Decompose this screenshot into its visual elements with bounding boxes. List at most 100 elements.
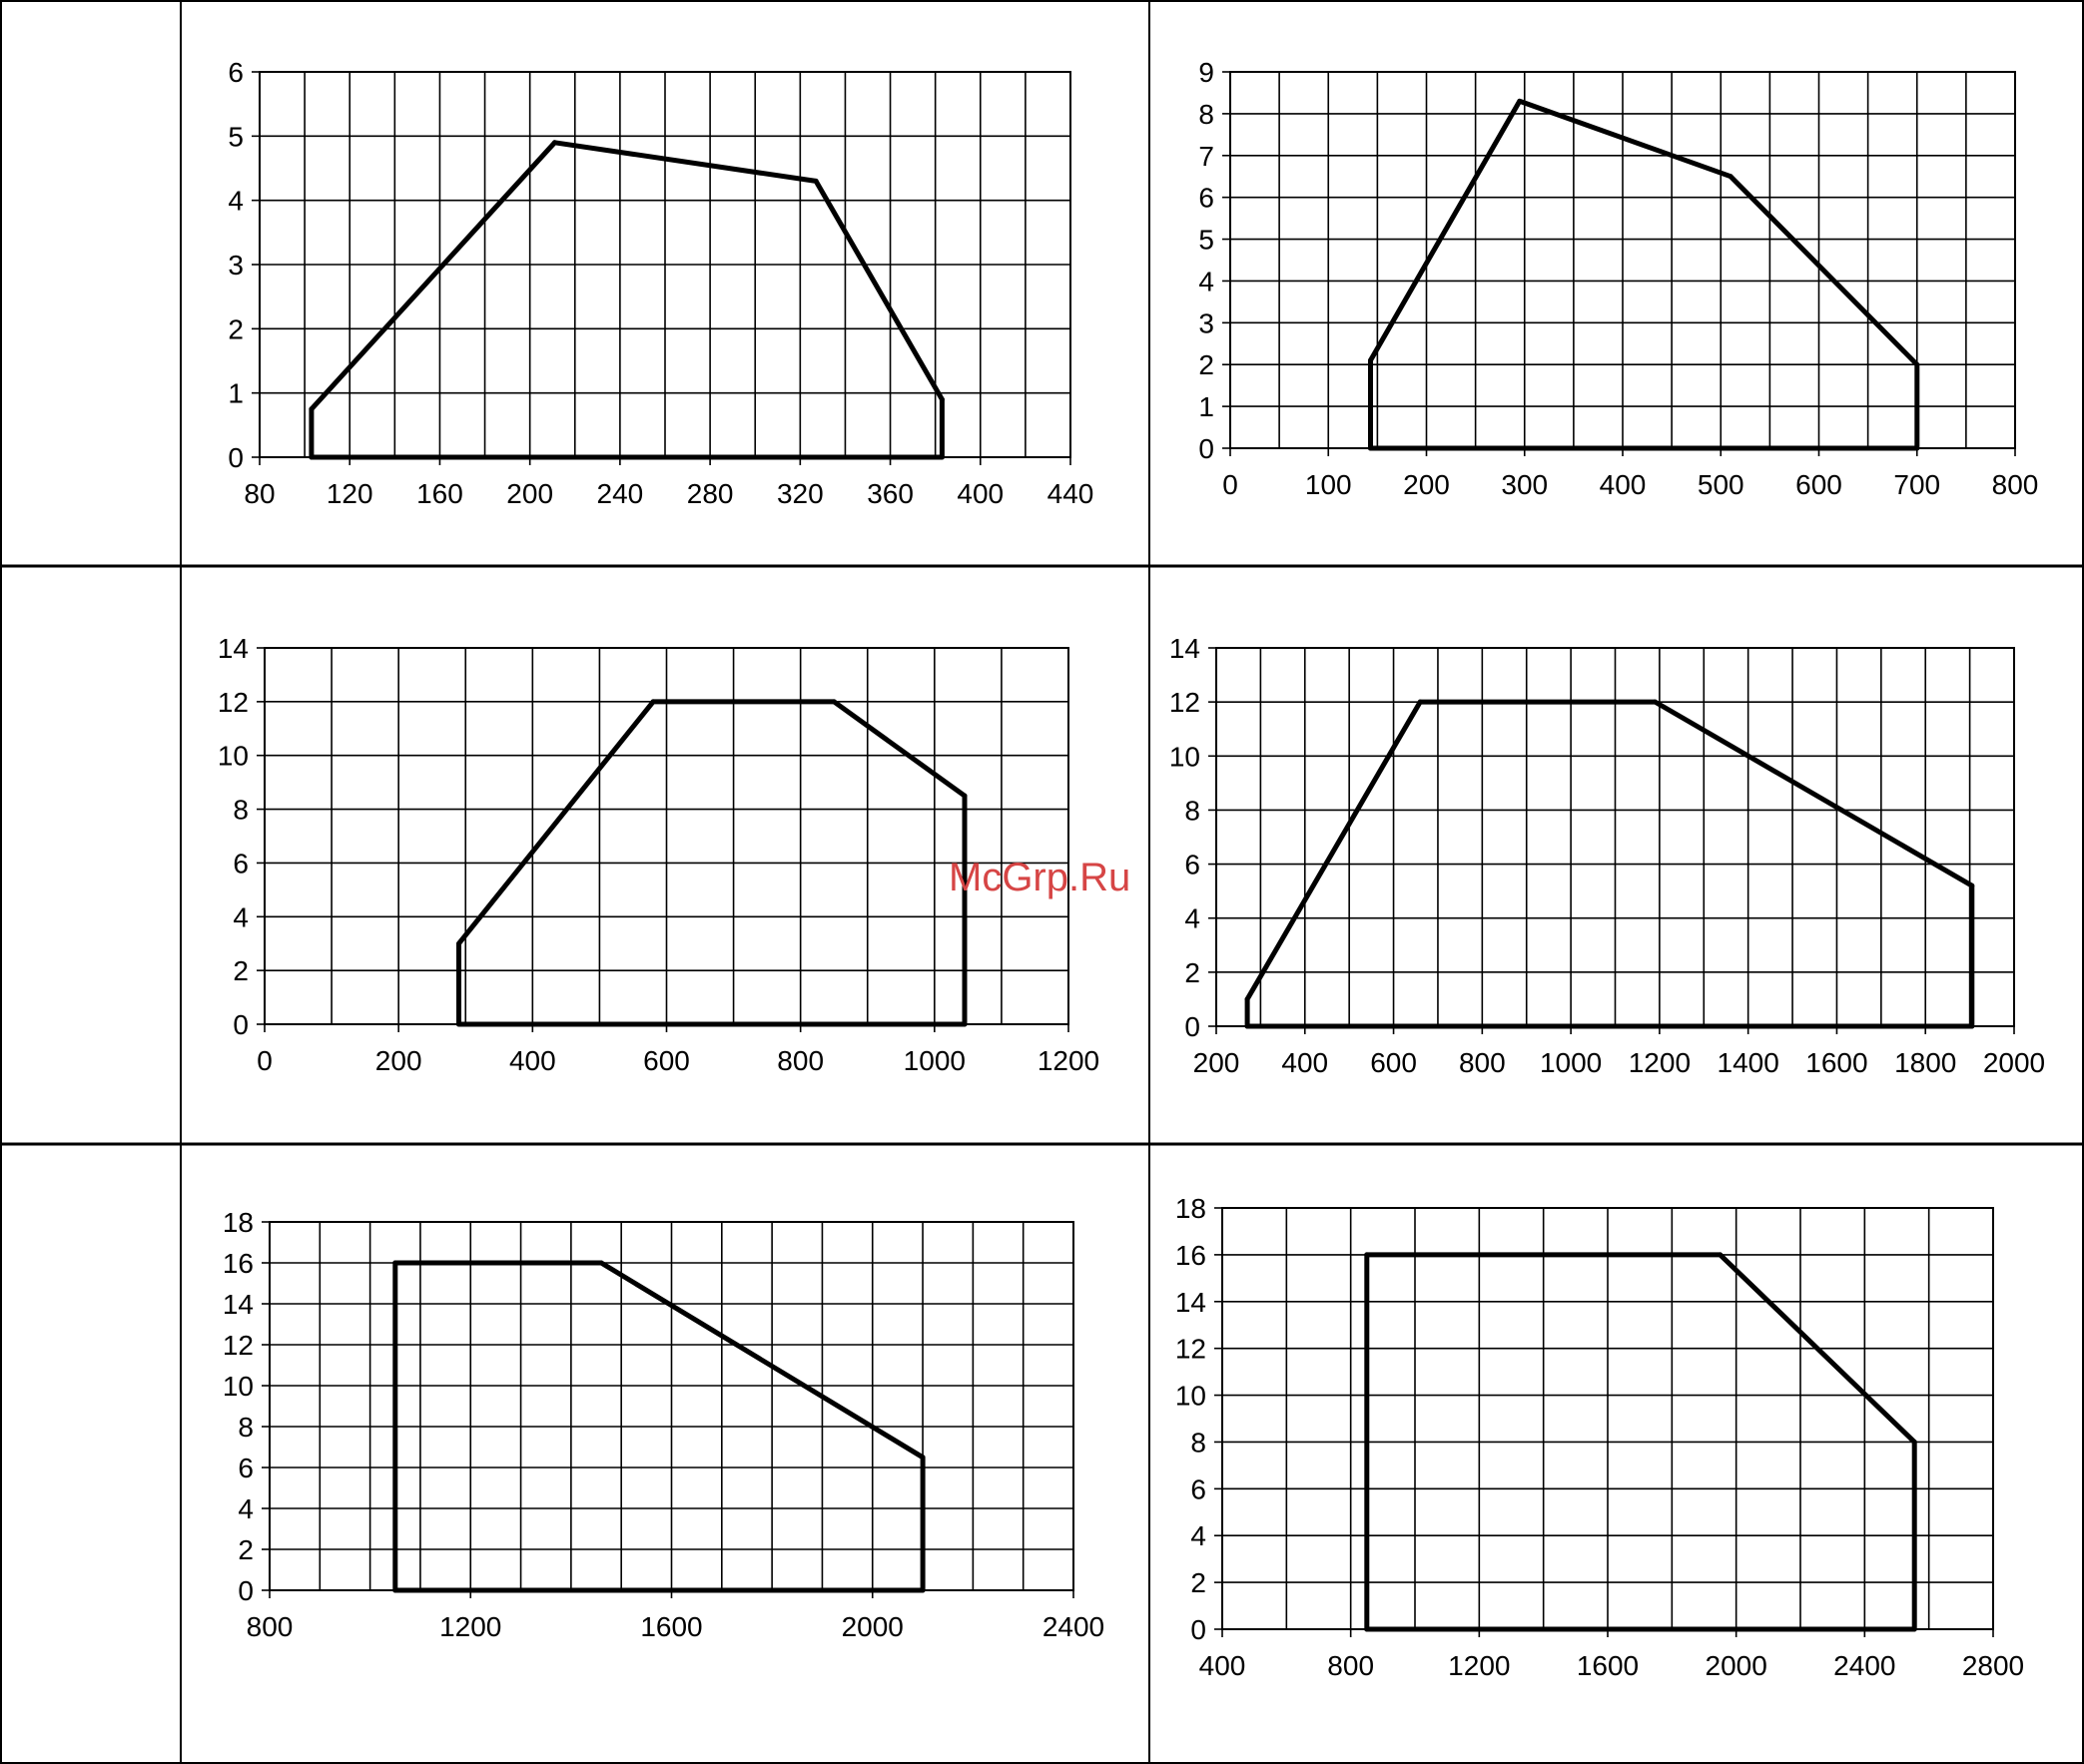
series-line xyxy=(309,140,945,460)
x-tick-label: 400 xyxy=(1199,1650,1246,1681)
data-point xyxy=(813,178,819,184)
y-tick-label: 14 xyxy=(1175,1287,1206,1318)
y-tick-label: 18 xyxy=(223,1207,254,1238)
y-tick-label: 2 xyxy=(1184,957,1200,988)
data-point xyxy=(1914,445,1920,451)
y-tick-label: 8 xyxy=(1198,99,1214,130)
y-tick-label: 14 xyxy=(1169,633,1200,664)
chart-3: 0 200 400 600 800 1000 1200 0 2 4 6 8 10 12 14 xyxy=(218,633,1099,1076)
y-tick-label: 0 xyxy=(1184,1011,1200,1042)
data-point xyxy=(1728,174,1734,180)
y-tick-label: 12 xyxy=(1169,687,1200,718)
series-line xyxy=(392,1260,926,1593)
data-point xyxy=(1367,357,1373,363)
x-tick-label: 400 xyxy=(957,478,1004,509)
data-point xyxy=(831,699,837,705)
data-point xyxy=(1718,1252,1724,1258)
y-tick-label: 4 xyxy=(1190,1520,1206,1551)
x-tick-label: 200 xyxy=(506,478,553,509)
data-point xyxy=(1914,361,1920,367)
y-tick-label: 16 xyxy=(223,1248,254,1279)
x-tick-label: 240 xyxy=(597,478,644,509)
series-line xyxy=(1368,98,1920,451)
x-tick-label: 200 xyxy=(1193,1047,1240,1078)
x-tick-label: 600 xyxy=(643,1045,690,1076)
x-tick-label: 800 xyxy=(1992,469,2039,500)
x-tick-label: 700 xyxy=(1893,469,1940,500)
y-tick-label: 10 xyxy=(1175,1381,1206,1412)
x-tick-label: 400 xyxy=(509,1045,556,1076)
data-point xyxy=(1911,1439,1917,1445)
x-tick-label: 1600 xyxy=(640,1611,702,1642)
x-tick-label: 360 xyxy=(867,478,914,509)
data-point xyxy=(309,406,315,412)
y-tick-label: 8 xyxy=(1190,1427,1206,1458)
data-point xyxy=(650,699,656,705)
y-tick-label: 6 xyxy=(1184,850,1200,881)
x-tick-label: 100 xyxy=(1305,469,1352,500)
x-tick-label: 800 xyxy=(1327,1650,1374,1681)
data-point xyxy=(1517,98,1523,104)
y-tick-label: 12 xyxy=(1175,1334,1206,1365)
y-tick-label: 4 xyxy=(228,186,244,217)
y-tick-label: 6 xyxy=(238,1453,254,1483)
data-point xyxy=(1417,699,1423,705)
x-tick-label: 1600 xyxy=(1577,1650,1639,1681)
y-tick-label: 8 xyxy=(1184,795,1200,826)
x-tick-label: 280 xyxy=(687,478,734,509)
y-tick-label: 3 xyxy=(1198,307,1214,338)
chart-5: 800 1200 1600 2000 2400 0 2 4 6 8 10 12 14 16 18 xyxy=(223,1207,1104,1642)
data-point xyxy=(920,1455,926,1461)
x-tick-label: 600 xyxy=(1795,469,1842,500)
y-tick-label: 2 xyxy=(1198,349,1214,380)
data-point xyxy=(392,1587,398,1593)
data-point xyxy=(1244,996,1250,1002)
x-tick-label: 1000 xyxy=(904,1045,966,1076)
data-point xyxy=(1911,1626,1917,1632)
x-tick-label: 2800 xyxy=(1962,1650,2024,1681)
y-tick-label: 0 xyxy=(233,1009,249,1040)
x-tick-label: 800 xyxy=(247,1611,294,1642)
y-tick-label: 1 xyxy=(228,378,244,409)
y-tick-label: 6 xyxy=(228,57,244,88)
data-point xyxy=(1969,882,1975,888)
data-point xyxy=(551,140,557,146)
y-tick-label: 12 xyxy=(218,687,249,718)
y-tick-label: 14 xyxy=(223,1289,254,1320)
chart-2: 0 100 200 300 400 500 600 700 800 0 1 2 3 4 5 6 7 8 9 xyxy=(1198,57,2038,500)
x-tick-label: 2000 xyxy=(842,1611,904,1642)
x-tick-label: 120 xyxy=(327,478,373,509)
y-tick-label: 10 xyxy=(1169,741,1200,772)
x-tick-label: 2000 xyxy=(1983,1047,2045,1078)
y-tick-label: 3 xyxy=(228,250,244,281)
y-tick-label: 1 xyxy=(1198,391,1214,422)
x-tick-label: 400 xyxy=(1600,469,1647,500)
y-tick-label: 6 xyxy=(1198,183,1214,214)
y-tick-label: 4 xyxy=(1184,903,1200,934)
y-tick-label: 4 xyxy=(238,1493,254,1524)
y-tick-label: 6 xyxy=(233,848,249,879)
x-tick-label: 200 xyxy=(1403,469,1450,500)
x-tick-label: 1000 xyxy=(1540,1047,1602,1078)
x-tick-label: 2400 xyxy=(1833,1650,1895,1681)
y-tick-label: 2 xyxy=(233,955,249,986)
y-tick-label: 2 xyxy=(1190,1567,1206,1598)
y-tick-label: 5 xyxy=(1198,225,1214,256)
x-tick-label: 1600 xyxy=(1805,1047,1867,1078)
series-line xyxy=(1364,1252,1917,1632)
data-point xyxy=(939,454,945,460)
data-point xyxy=(1652,699,1658,705)
x-tick-label: 1800 xyxy=(1894,1047,1956,1078)
data-point xyxy=(1969,1023,1975,1029)
x-tick-label: 440 xyxy=(1047,478,1094,509)
x-tick-label: 800 xyxy=(777,1045,824,1076)
data-point xyxy=(456,1021,462,1027)
data-point xyxy=(962,1021,968,1027)
y-tick-label: 14 xyxy=(218,633,249,664)
data-point xyxy=(939,396,945,402)
y-tick-label: 0 xyxy=(1190,1614,1206,1645)
x-tick-label: 2400 xyxy=(1042,1611,1104,1642)
